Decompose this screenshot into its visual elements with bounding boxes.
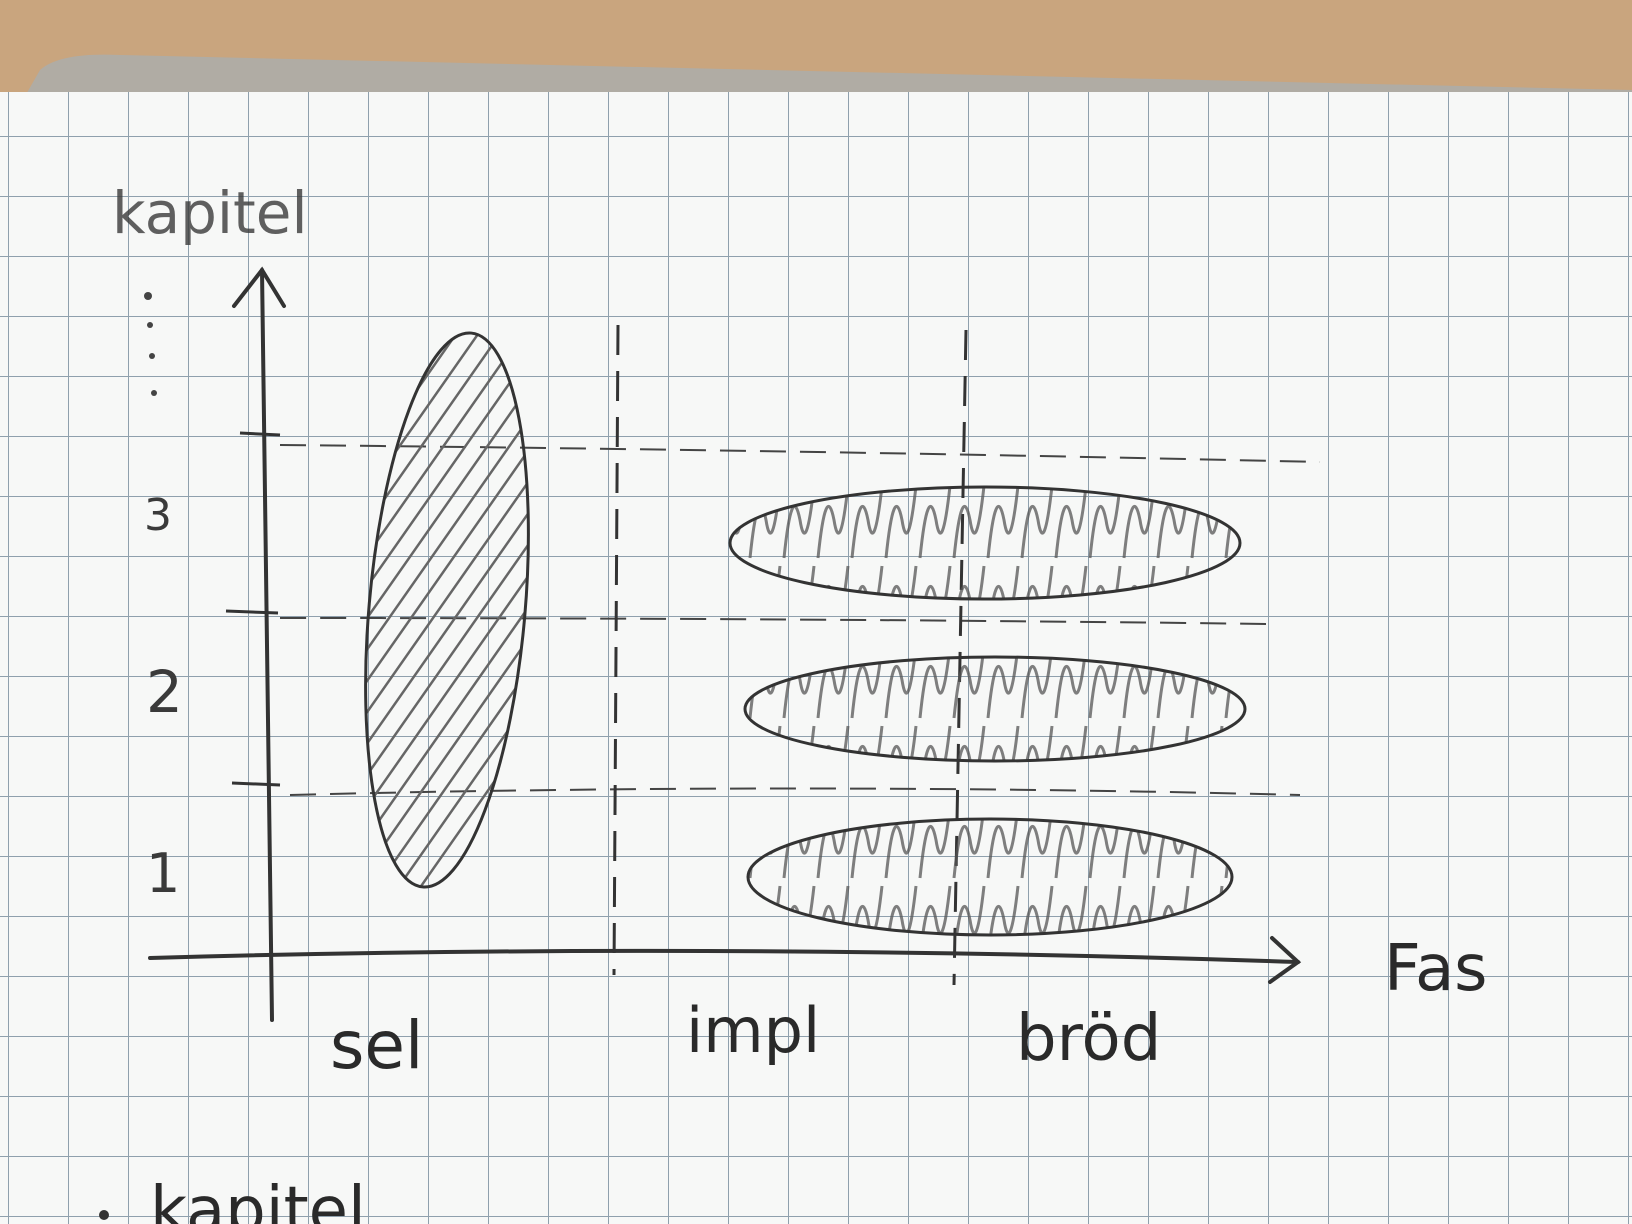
chapter-blob-3 <box>728 485 1242 601</box>
x-axis-label: Fas <box>1384 932 1488 1006</box>
level-lines <box>279 444 1321 796</box>
y-axis <box>232 266 286 1022</box>
x-axis <box>148 936 1302 984</box>
phase-label-implementation: impl <box>686 994 820 1067</box>
selection-phase-blob <box>364 331 530 889</box>
chapter-blob-2 <box>743 655 1247 763</box>
bottom-note: kapitel <box>150 1174 366 1224</box>
y-tick-label-2: 2 <box>146 658 183 726</box>
bottom-note-bullet <box>99 1210 109 1220</box>
y-tick-label-1: 1 <box>146 842 180 905</box>
ellipsis-dots <box>144 292 157 396</box>
phase-label-bread: bröd <box>1016 1002 1161 1076</box>
y-axis-label: kapitel <box>112 179 308 247</box>
chapter-blob-1 <box>746 817 1234 937</box>
y-tick-label-3: 3 <box>144 490 172 541</box>
phase-label-selection: sel <box>330 1007 423 1084</box>
grid-paper <box>0 92 1632 1224</box>
y-tick-marks <box>225 431 281 787</box>
